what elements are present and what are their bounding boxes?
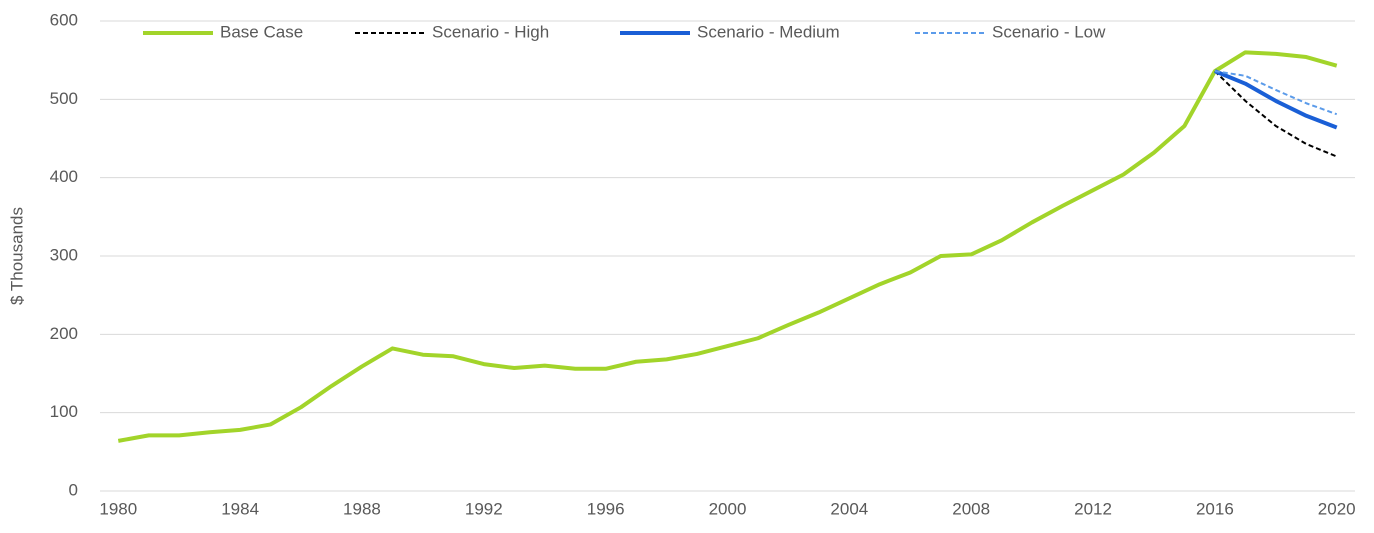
series-line <box>117 50 1338 443</box>
y-axis-label: $ Thousands <box>7 207 26 305</box>
y-tick-label: 600 <box>50 10 78 29</box>
x-tick-label: 2008 <box>952 499 990 518</box>
x-tick-label: 2020 <box>1318 499 1356 518</box>
legend-label: Scenario - High <box>432 22 549 41</box>
series-line <box>1214 70 1338 158</box>
x-tick-label: 1980 <box>99 499 137 518</box>
legend-label: Base Case <box>220 22 303 41</box>
x-tick-label: 2016 <box>1196 499 1234 518</box>
series-line <box>1214 69 1338 130</box>
x-tick-label: 1996 <box>587 499 625 518</box>
y-tick-label: 400 <box>50 167 78 186</box>
y-tick-label: 100 <box>50 402 78 421</box>
x-tick-label: 2004 <box>830 499 868 518</box>
x-tick-label: 1984 <box>221 499 259 518</box>
x-tick-label: 1988 <box>343 499 381 518</box>
x-tick-label: 2012 <box>1074 499 1112 518</box>
legend-label: Scenario - Low <box>992 22 1106 41</box>
series-line <box>1214 70 1338 116</box>
legend-label: Scenario - Medium <box>697 22 840 41</box>
y-tick-label: 200 <box>50 324 78 343</box>
y-tick-label: 500 <box>50 89 78 108</box>
x-tick-label: 1992 <box>465 499 503 518</box>
y-tick-label: 0 <box>69 480 78 499</box>
x-tick-label: 2000 <box>709 499 747 518</box>
y-tick-label: 300 <box>50 245 78 264</box>
